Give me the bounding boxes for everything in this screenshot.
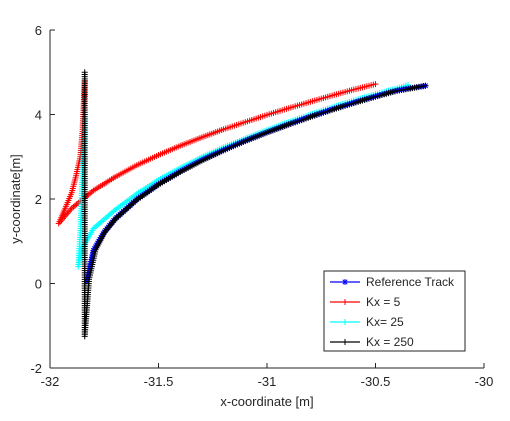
x-tick-label: -31.5 (144, 374, 174, 389)
y-tick-label: 0 (35, 277, 42, 292)
legend-label: Kx = 5 (366, 295, 401, 309)
x-tick-label: -30 (475, 374, 494, 389)
x-tick-label: -31 (258, 374, 277, 389)
legend-label: Reference Track (366, 275, 455, 289)
legend-marker (342, 339, 348, 345)
legend-box (323, 270, 466, 352)
legend-entry: Kx = 250 (330, 335, 414, 349)
series-2-point (372, 81, 379, 88)
series-layer (55, 69, 429, 340)
legend-label: Kx = 250 (366, 335, 414, 349)
series-4-point (422, 82, 429, 89)
legend: Reference Track Kx = 5 Kx= 25 Kx = 250 (323, 270, 466, 352)
y-tick-label: 2 (35, 192, 42, 207)
legend-entry: Kx = 5 (330, 295, 401, 309)
series-4 (81, 69, 429, 340)
legend-marker (342, 279, 348, 285)
y-tick-label: 4 (35, 108, 42, 123)
legend-marker (342, 299, 348, 305)
legend-label: Kx= 25 (366, 315, 404, 329)
legend-entry: Kx= 25 (330, 315, 404, 329)
legend-marker (342, 319, 348, 325)
legend-entry: Reference Track (330, 275, 455, 289)
y-tick-label: 6 (35, 23, 42, 38)
x-tick-label: -30.5 (361, 374, 391, 389)
y-tick-label: -2 (30, 361, 42, 376)
y-axis-label: y-coordinate[m] (8, 154, 23, 244)
ticks-layer: -32 -31.5 -31 -30.5 -30 -2 0 2 4 6 (30, 23, 493, 389)
x-tick-label: -32 (41, 374, 60, 389)
x-axis-label: x-coordinate [m] (220, 394, 313, 409)
